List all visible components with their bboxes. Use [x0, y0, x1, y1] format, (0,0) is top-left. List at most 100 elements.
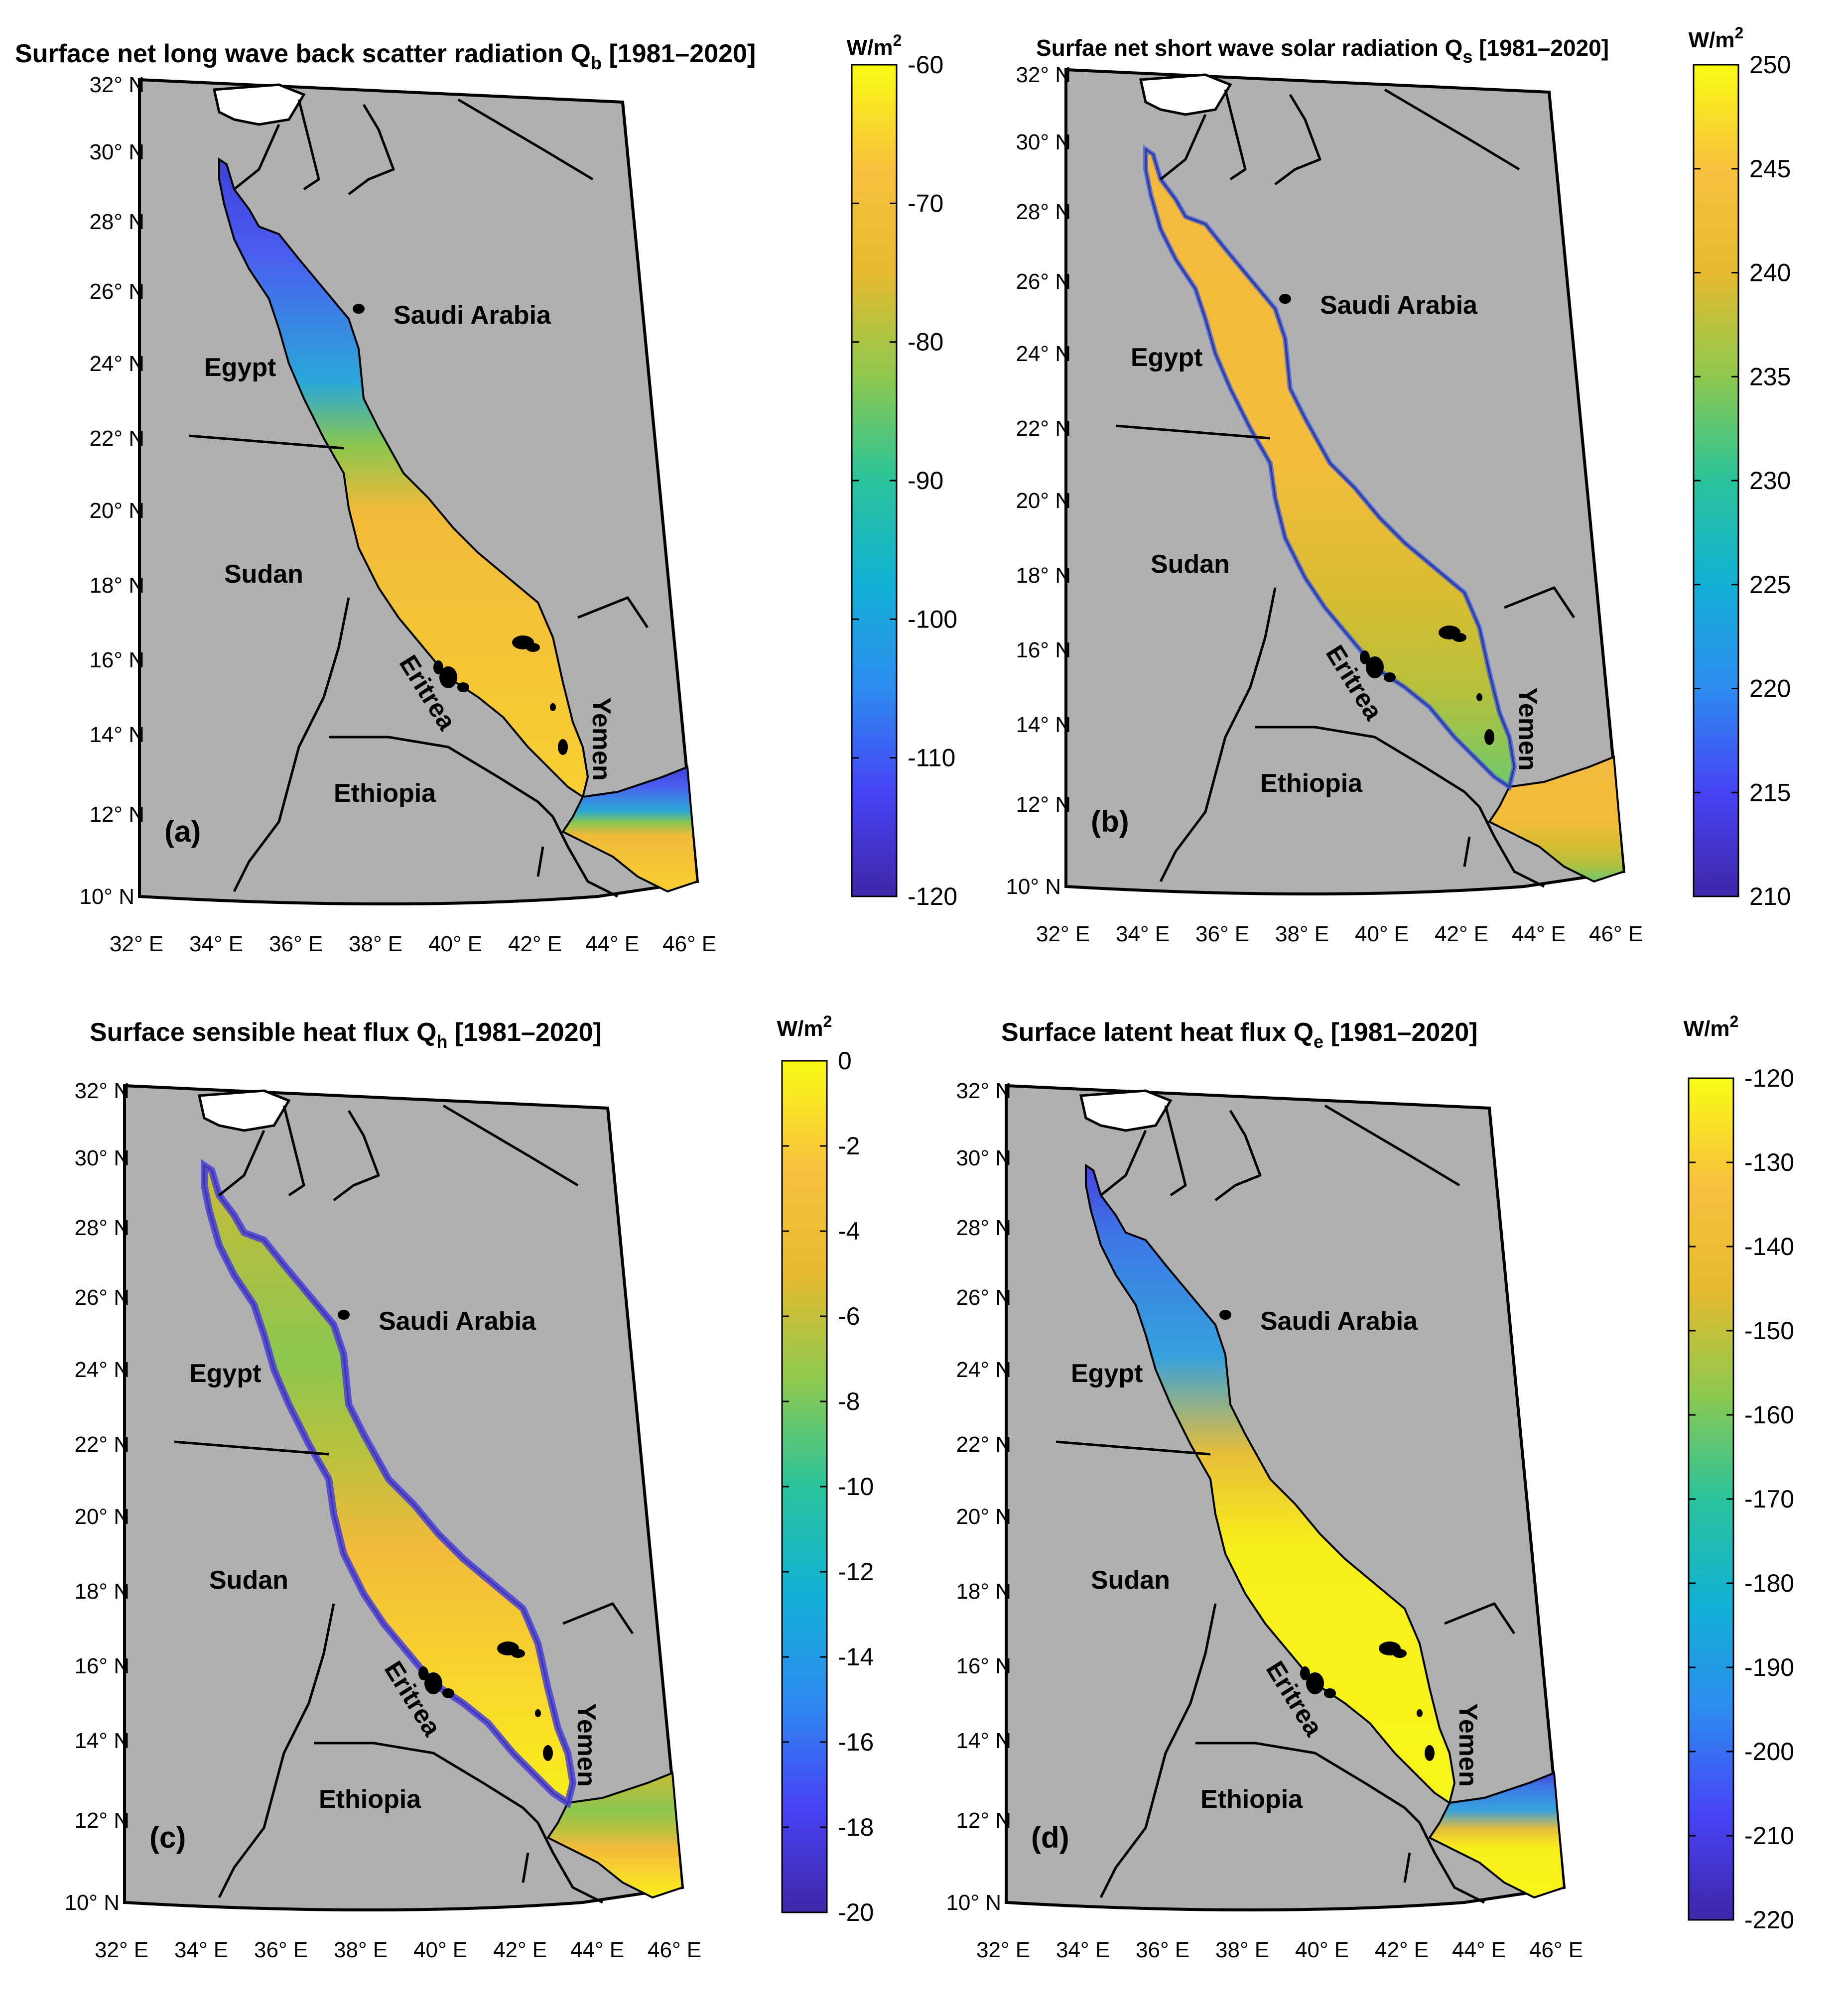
island: [1279, 294, 1291, 304]
island: [1300, 1666, 1310, 1680]
latitude-label: 14° N: [89, 723, 144, 747]
colorbar-unit: W/m2: [1689, 24, 1744, 52]
colorbar-tick-label: 210: [1749, 882, 1791, 910]
map-panel-b: 32° N 30° N 28° N 26° N 24° N 22° N 20° N 18° N…: [1006, 63, 1643, 946]
panel-title: Surface sensible heat flux Qh [1981–2020…: [90, 1018, 602, 1052]
panel-title: Surfae net short wave solar radiation Qs…: [1036, 35, 1609, 67]
colorbar-tick-label: -130: [1744, 1148, 1794, 1176]
country-border: [1214, 1110, 1262, 1201]
country-border: [1164, 1105, 1187, 1197]
island: [442, 1688, 454, 1698]
colorbar-tick-label: -6: [838, 1302, 860, 1330]
island: [439, 666, 457, 688]
country-border: [174, 1440, 329, 1456]
country-name: Egypt: [1131, 343, 1202, 372]
latitude-label: 10° N: [79, 884, 134, 909]
colorbar: [851, 64, 898, 897]
panel-title: Surface latent heat flux Qe [1981–2020]: [1001, 1018, 1477, 1052]
colorbar-tick-label: 250: [1749, 51, 1791, 79]
country-border: [442, 1104, 579, 1187]
colorbar-tick-label: -160: [1744, 1401, 1794, 1429]
longitude-label: 36° E: [254, 1938, 308, 1962]
country-name: Yemen: [1513, 687, 1542, 771]
longitude-label: 36° E: [269, 932, 323, 956]
island: [1366, 656, 1384, 678]
latitude-label: 16° N: [956, 1654, 1011, 1678]
longitude-label: 44° E: [1512, 922, 1566, 946]
country-border: [348, 104, 395, 195]
island: [1393, 1649, 1407, 1658]
colorbar-tick-label: 215: [1749, 778, 1791, 806]
longitude-label: 40° E: [413, 1938, 467, 1962]
country-border: [1324, 1104, 1460, 1187]
colorbar-tick-label: -8: [838, 1387, 860, 1415]
country-border: [1099, 1603, 1217, 1898]
latitude-label: 10° N: [946, 1890, 1001, 1915]
latitude-label: 32° N: [89, 73, 144, 97]
latitude-label: 28° N: [89, 210, 144, 234]
island: [1417, 1709, 1423, 1717]
latitude-label: 20° N: [956, 1505, 1011, 1529]
country-border: [1444, 1602, 1516, 1635]
latitude-label: 10° N: [64, 1890, 120, 1915]
mediterranean-sea: [1139, 73, 1232, 116]
country-border: [577, 596, 649, 629]
colorbar-tick-label: -220: [1744, 1906, 1794, 1934]
longitude-label: 36° E: [1195, 922, 1249, 946]
colorbar-tick-label: 0: [838, 1047, 852, 1075]
country-name: Yemen: [572, 1703, 601, 1787]
map-panel-c: 32° N 30° N 28° N 26° N 24° N 22° N 20° N 18° N…: [64, 1079, 701, 1962]
country-border: [1418, 1822, 1485, 1904]
country-border: [1055, 1440, 1211, 1456]
colorbar-tick-label: 235: [1749, 363, 1791, 390]
mediterranean-sea: [1079, 1089, 1173, 1132]
longitude-label: 44° E: [585, 932, 639, 956]
latitude-label: 12° N: [89, 802, 144, 827]
latitude-label: 28° N: [1016, 200, 1071, 224]
longitude-label: 42° E: [1375, 1938, 1429, 1962]
country-border: [1274, 94, 1321, 185]
latitude-label: 32° N: [956, 1079, 1011, 1103]
country-border: [314, 1742, 539, 1824]
island: [1476, 693, 1482, 701]
colorbar-tick-label: -170: [1744, 1485, 1794, 1513]
longitude-label: 44° E: [1452, 1938, 1506, 1962]
island: [457, 682, 469, 692]
island: [1324, 1688, 1336, 1698]
latitude-label: 14° N: [956, 1729, 1011, 1753]
country-name: Saudi Arabia: [1320, 291, 1478, 320]
country-border: [457, 98, 594, 181]
latitude-label: 18° N: [74, 1579, 130, 1604]
latitude-label: 24° N: [1016, 342, 1071, 366]
country-border: [233, 597, 350, 892]
gulf-of-aden-field: [1488, 756, 1625, 883]
colorbar-tick-label: -60: [908, 51, 943, 79]
colorbar-tick-label: -90: [908, 467, 943, 495]
longitude-label: 46° E: [648, 1938, 701, 1962]
country-name: Ethiopia: [1260, 769, 1363, 798]
latitude-label: 26° N: [956, 1285, 1011, 1310]
colorbar-tick-label: -110: [908, 744, 955, 772]
colorbar-tick-label: 230: [1749, 467, 1791, 495]
colorbar-tick-label: 245: [1749, 155, 1791, 183]
longitude-label: 36° E: [1136, 1938, 1189, 1962]
colorbar-tick-label: -210: [1744, 1822, 1794, 1850]
country-border: [218, 1603, 335, 1898]
island: [1384, 672, 1396, 682]
colorbar-tick-label: -200: [1744, 1738, 1794, 1765]
colorbar-tick-label: 240: [1749, 259, 1791, 287]
country-name: Ethiopia: [334, 779, 436, 808]
colorbar-tick-label: -120: [908, 882, 957, 910]
country-border: [1160, 114, 1207, 180]
country-name: Sudan: [224, 560, 303, 589]
latitude-label: 24° N: [956, 1358, 1011, 1382]
colorbar: [781, 1060, 828, 1913]
longitude-label: 40° E: [1355, 922, 1409, 946]
island: [535, 1709, 541, 1717]
country-border: [1255, 726, 1480, 808]
red-sea-field: [218, 157, 589, 799]
latitude-label: 18° N: [1016, 563, 1071, 588]
latitude-label: 30° N: [956, 1146, 1011, 1170]
latitude-label: 24° N: [74, 1358, 130, 1382]
